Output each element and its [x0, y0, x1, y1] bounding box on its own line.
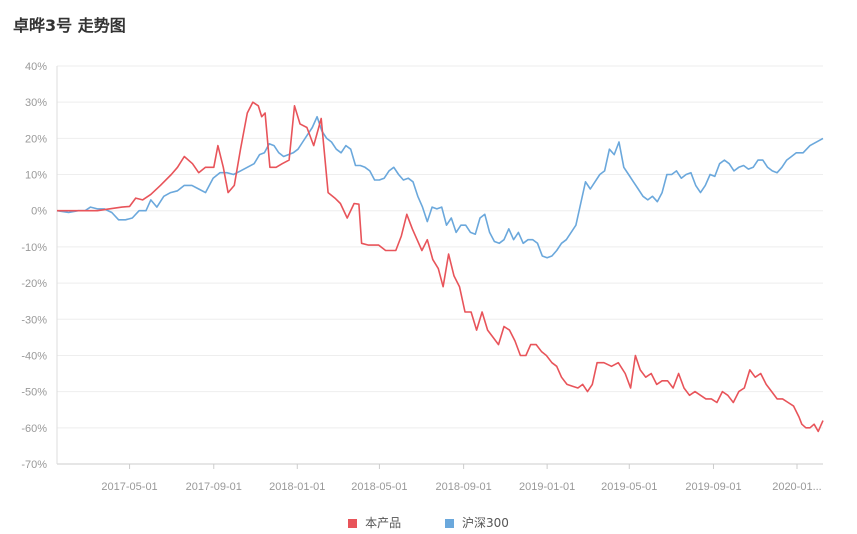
- x-tick-label: 2019-05-01: [601, 481, 657, 493]
- y-tick-label: -70%: [21, 459, 47, 471]
- series-line-csi300[interactable]: [56, 115, 824, 259]
- x-tick-label: 2017-05-01: [101, 481, 157, 493]
- x-tick-label: 2020-01...: [772, 481, 822, 493]
- series-line-product[interactable]: [57, 101, 824, 433]
- x-tick-label: 2019-01-01: [519, 481, 575, 493]
- y-tick-label: 30%: [25, 97, 47, 109]
- x-tick-label: 2018-09-01: [435, 481, 491, 493]
- y-tick-label: -20%: [21, 278, 47, 290]
- y-tick-label: 20%: [25, 133, 47, 145]
- y-tick-label: -50%: [21, 387, 47, 399]
- y-tick-label: 0%: [31, 206, 47, 218]
- x-tick-label: 2018-05-01: [351, 481, 407, 493]
- legend-item-csi300[interactable]: 沪深300: [444, 514, 509, 531]
- legend-label-csi300: 沪深300: [461, 516, 509, 530]
- y-tick-label: 40%: [25, 61, 47, 73]
- y-tick-label: -60%: [21, 423, 47, 435]
- grid-lines: [56, 65, 823, 465]
- x-tick-label: 2017-09-01: [186, 481, 242, 493]
- y-tick-label: -30%: [21, 314, 47, 326]
- y-tick-label: 10%: [25, 170, 47, 182]
- x-axis: 2017-05-01 2017-09-01 2018-01-01 2018-05-01…: [101, 464, 822, 493]
- x-tick-label: 2018-01-01: [269, 481, 325, 493]
- x-tick-label: 2019-09-01: [685, 481, 741, 493]
- chart-title: 卓晔3号 走势图: [13, 16, 126, 35]
- legend: 本产品 沪深300: [0, 514, 857, 531]
- legend-swatch-csi300: [444, 519, 454, 528]
- y-tick-label: -40%: [21, 350, 47, 362]
- y-axis: 40% 30% 20% 10% 0% -10% -20% -30% -40% -50% -60% -7…: [21, 61, 47, 471]
- legend-swatch-product: [348, 519, 358, 528]
- legend-label-product: 本产品: [365, 516, 402, 530]
- y-tick-label: -10%: [21, 242, 47, 254]
- legend-item-product[interactable]: 本产品: [348, 514, 401, 531]
- series-lines: [56, 101, 824, 433]
